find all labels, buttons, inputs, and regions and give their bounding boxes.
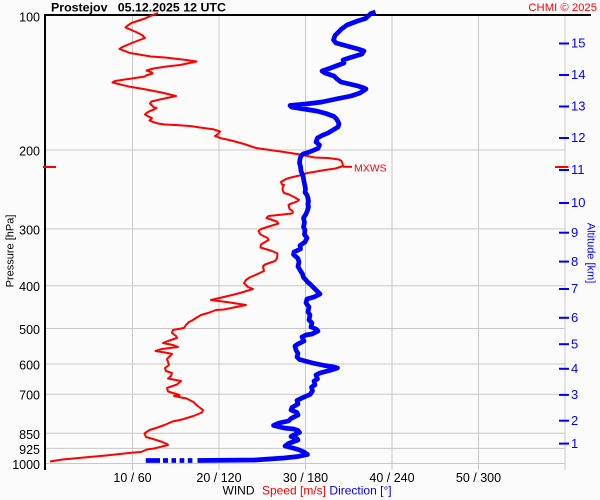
svg-text:200: 200 bbox=[19, 145, 40, 159]
svg-text:300: 300 bbox=[19, 223, 40, 237]
svg-text:700: 700 bbox=[19, 389, 40, 403]
svg-text:14: 14 bbox=[571, 67, 585, 82]
svg-text:600: 600 bbox=[19, 359, 40, 373]
svg-text:20 / 120: 20 / 120 bbox=[196, 471, 241, 485]
svg-text:3: 3 bbox=[571, 387, 578, 402]
svg-text:2: 2 bbox=[571, 413, 578, 428]
svg-text:7: 7 bbox=[571, 281, 578, 296]
svg-text:9: 9 bbox=[571, 225, 578, 240]
svg-text:1: 1 bbox=[571, 436, 578, 451]
svg-text:Altitude [km]: Altitude [km] bbox=[585, 223, 597, 284]
svg-text:CHMI © 2025: CHMI © 2025 bbox=[528, 2, 597, 14]
svg-text:100: 100 bbox=[19, 11, 40, 25]
svg-text:15: 15 bbox=[571, 36, 585, 51]
svg-text:12: 12 bbox=[571, 130, 585, 145]
svg-text:6: 6 bbox=[571, 310, 578, 325]
svg-text:1000: 1000 bbox=[12, 458, 40, 472]
svg-text:5: 5 bbox=[571, 336, 578, 351]
svg-text:10 / 60: 10 / 60 bbox=[113, 471, 151, 485]
svg-text:Prostejov 05.12.2025 12 UTC: Prostejov 05.12.2025 12 UTC bbox=[51, 1, 226, 15]
svg-text:40 / 240: 40 / 240 bbox=[369, 471, 414, 485]
svg-text:Speed [m/s]: Speed [m/s] bbox=[262, 484, 326, 498]
svg-text:850: 850 bbox=[19, 428, 40, 442]
svg-text:13: 13 bbox=[571, 99, 585, 114]
svg-text:4: 4 bbox=[571, 361, 578, 376]
svg-text:10: 10 bbox=[571, 195, 585, 210]
svg-text:500: 500 bbox=[19, 323, 40, 337]
svg-text:30 / 180: 30 / 180 bbox=[283, 471, 328, 485]
svg-text:Pressure [hPa]: Pressure [hPa] bbox=[5, 215, 17, 288]
svg-text:Direction [°]: Direction [°] bbox=[329, 484, 391, 498]
svg-text:MXWS: MXWS bbox=[354, 163, 387, 175]
svg-text:925: 925 bbox=[19, 443, 40, 457]
svg-text:11: 11 bbox=[571, 162, 585, 177]
svg-text:400: 400 bbox=[19, 280, 40, 294]
svg-text:WIND: WIND bbox=[223, 484, 255, 498]
svg-text:50 / 300: 50 / 300 bbox=[456, 471, 501, 485]
svg-text:8: 8 bbox=[571, 254, 578, 269]
